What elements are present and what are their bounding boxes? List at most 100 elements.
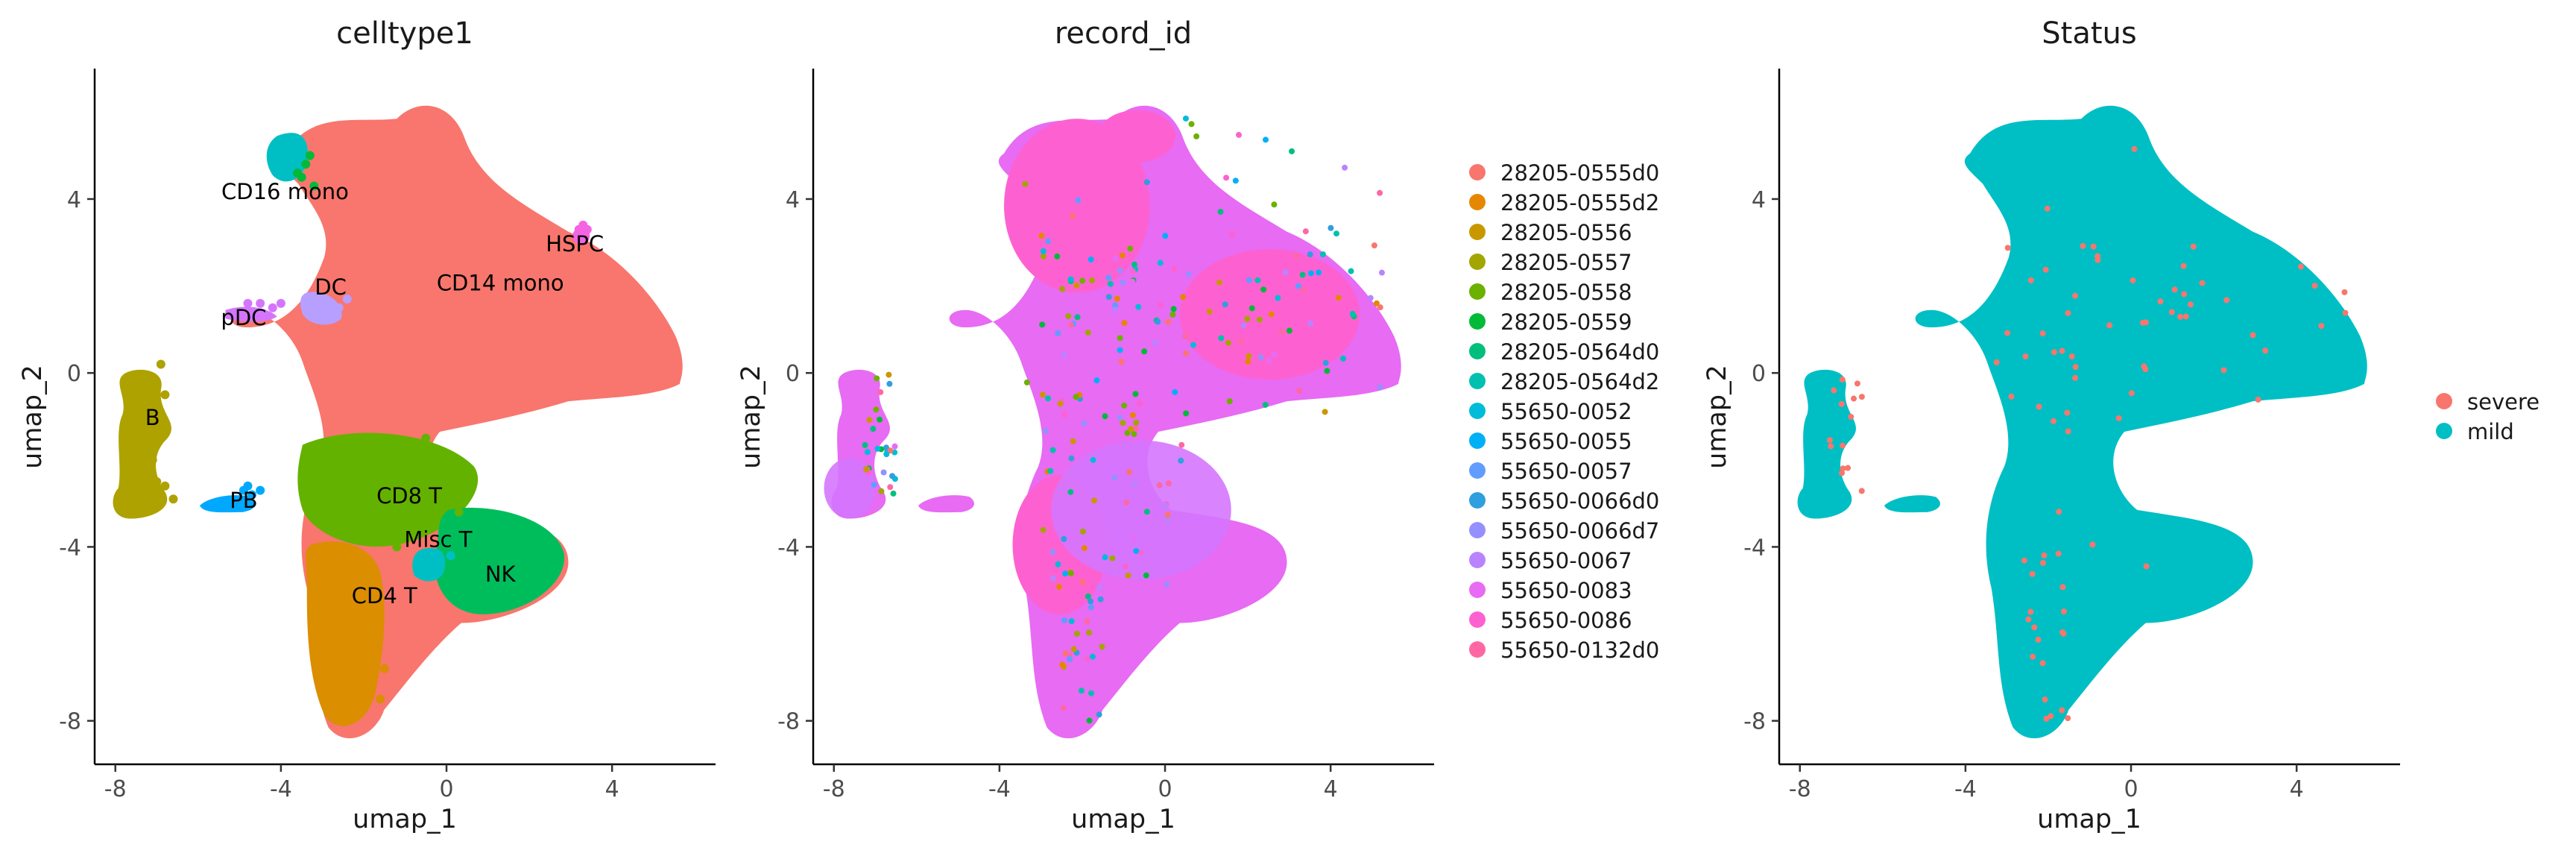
sample-point [1348, 268, 1354, 274]
sample-point [1120, 420, 1126, 427]
sample-point [1129, 412, 1136, 418]
sample-point [1080, 528, 1087, 535]
y-tick-label: 0 [1752, 361, 1766, 387]
legend-swatch [1469, 283, 1486, 300]
cluster-label: NK [485, 561, 517, 587]
cluster-labels: CD16 mono HSPC CD14 mono DC pDC B PB CD8 T Misc … [145, 179, 604, 608]
sample-point [886, 371, 892, 378]
sample-point [1246, 277, 1252, 283]
sample-point [1073, 282, 1080, 289]
sample-point [1133, 420, 1140, 427]
cluster-label: CD8 T [376, 483, 442, 509]
sample-point [1039, 391, 1046, 398]
cluster-point [156, 359, 165, 369]
sample-point [1245, 359, 1251, 365]
sample-point [1084, 618, 1090, 625]
sample-point [2056, 509, 2062, 515]
sample-point [1286, 327, 1292, 334]
cluster-point [152, 476, 162, 486]
sample-point [1165, 480, 1172, 487]
sample-point [1099, 361, 1105, 368]
sample-point [880, 469, 887, 476]
sample-point [874, 375, 880, 382]
sample-point [1225, 339, 1232, 346]
sample-point [1260, 286, 1267, 293]
sample-point [1022, 180, 1029, 187]
cluster-point [421, 433, 431, 443]
sample-point [1111, 474, 1118, 481]
sample-point [1085, 655, 1091, 662]
cluster-point [160, 481, 170, 491]
sample-point [1039, 321, 1046, 328]
sample-point [2341, 289, 2348, 295]
sample-point [1155, 318, 1161, 325]
sample-point [1164, 512, 1171, 518]
cluster-label: Misc T [404, 526, 472, 552]
cluster-point [342, 295, 352, 304]
sample-point [2027, 277, 2034, 284]
cluster-point [525, 564, 534, 573]
sample-point [1183, 350, 1190, 356]
sample-point [2262, 347, 2269, 354]
sample-point [1246, 346, 1252, 353]
x-ticks: -8 -4 0 4 [823, 764, 1338, 802]
sample-point [1118, 359, 1125, 365]
sample-point [1081, 420, 1087, 427]
sample-point [1324, 368, 1330, 374]
sample-point [2060, 630, 2067, 637]
x-axis-label: umap_1 [1071, 805, 1175, 834]
sample-point [2004, 245, 2011, 251]
sample-point [1068, 618, 1075, 625]
legend-swatch [1469, 224, 1486, 240]
cluster-point [483, 259, 493, 269]
sample-point [2039, 330, 2046, 337]
sample-point [877, 416, 883, 423]
sample-point [1088, 690, 1095, 696]
cluster-label: PB [230, 488, 257, 513]
legend-item: mild [2436, 419, 2514, 444]
cluster-point [545, 238, 555, 248]
legend-item: 28205-0555d2 [1469, 190, 1659, 215]
sample-point [1377, 304, 1383, 311]
cluster-point [359, 651, 368, 661]
legend-label: 28205-0558 [1500, 280, 1632, 305]
cluster-point [491, 533, 501, 543]
sample-point [1235, 131, 1242, 138]
sample-point [1056, 583, 1063, 590]
legend-swatch [1469, 522, 1486, 538]
sample-point [1074, 314, 1081, 321]
cluster-label: pDC [221, 305, 266, 330]
sample-point [1042, 428, 1049, 435]
y-tick-label: 0 [67, 361, 81, 387]
legend-swatch [1469, 254, 1486, 270]
sample-point [1322, 359, 1329, 366]
sample-point [2090, 243, 2097, 250]
sample-point [2035, 636, 2042, 643]
cluster-label: CD14 mono [437, 270, 564, 295]
sample-point [1047, 468, 1054, 474]
umap-point-cloud [824, 105, 1401, 739]
sample-point [1226, 398, 1233, 405]
sample-point [1067, 655, 1073, 662]
sample-point [1096, 584, 1103, 591]
sample-point [1085, 329, 1091, 336]
legend-item: 55650-0083 [1469, 578, 1632, 603]
sample-point [1271, 201, 1278, 208]
sample-point [1377, 189, 1383, 196]
sample-point [1164, 517, 1171, 524]
y-tick-label: 4 [786, 187, 800, 213]
sample-point [864, 449, 871, 456]
sample-point [1165, 318, 1172, 325]
cluster-point [504, 551, 514, 561]
cluster-point [376, 694, 385, 704]
x-tick-label: 4 [605, 776, 619, 802]
sample-point [1206, 308, 1213, 315]
sample-point [1153, 290, 1160, 297]
panel-title: celltype1 [336, 16, 473, 51]
x-tick-label: -8 [104, 776, 127, 802]
sample-point [1223, 174, 1230, 181]
sample-point [883, 451, 890, 458]
cluster-point [421, 107, 431, 117]
sample-point [1188, 121, 1195, 128]
legend-item: 55650-0067 [1469, 548, 1632, 573]
